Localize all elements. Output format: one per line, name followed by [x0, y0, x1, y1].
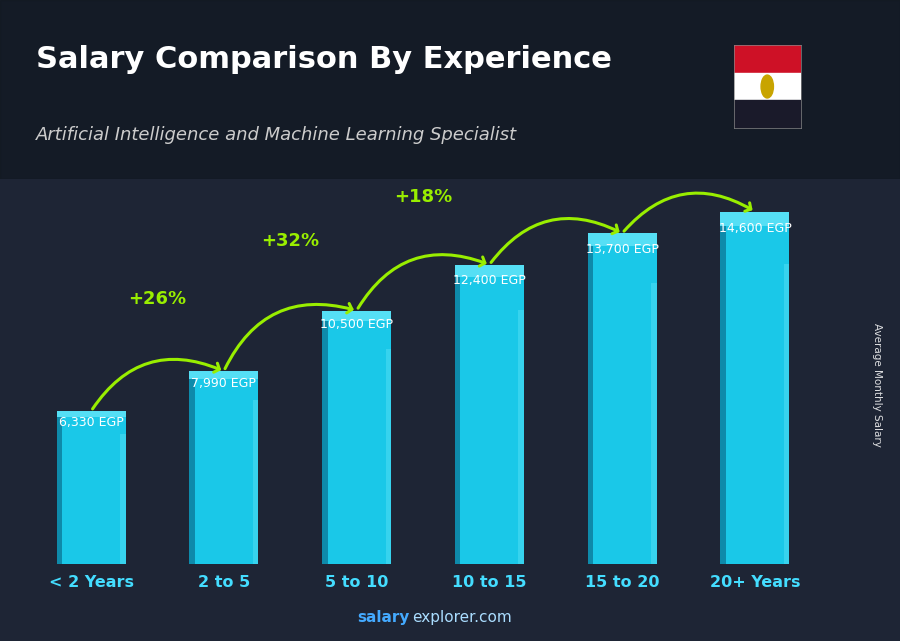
- Bar: [652, 283, 657, 564]
- Text: +11%: +11%: [526, 160, 585, 178]
- Text: 14,600 EGP: 14,600 EGP: [718, 222, 791, 235]
- Bar: [588, 233, 657, 564]
- Text: 10,500 EGP: 10,500 EGP: [320, 318, 393, 331]
- Bar: [784, 264, 789, 564]
- Bar: [734, 45, 801, 72]
- Bar: [189, 371, 194, 564]
- Bar: [57, 412, 62, 564]
- Bar: [588, 233, 657, 247]
- Bar: [253, 400, 258, 564]
- Bar: [322, 310, 392, 320]
- Bar: [518, 310, 524, 564]
- Bar: [322, 310, 392, 564]
- Bar: [720, 212, 726, 564]
- Bar: [720, 212, 789, 564]
- Bar: [189, 371, 258, 379]
- Bar: [734, 101, 801, 128]
- Text: salary: salary: [357, 610, 410, 625]
- Text: +6%: +6%: [666, 140, 711, 158]
- Bar: [734, 72, 801, 101]
- Text: Average Monthly Salary: Average Monthly Salary: [872, 322, 883, 447]
- Text: 7,990 EGP: 7,990 EGP: [192, 377, 256, 390]
- Text: explorer.com: explorer.com: [412, 610, 512, 625]
- Bar: [120, 434, 126, 564]
- Bar: [189, 371, 258, 564]
- Text: +26%: +26%: [129, 290, 186, 308]
- Bar: [588, 233, 593, 564]
- Bar: [385, 349, 392, 564]
- Bar: [454, 265, 461, 564]
- Text: Artificial Intelligence and Machine Learning Specialist: Artificial Intelligence and Machine Lear…: [36, 126, 518, 144]
- Text: Salary Comparison By Experience: Salary Comparison By Experience: [36, 45, 612, 74]
- Text: +32%: +32%: [261, 231, 320, 249]
- Bar: [57, 412, 126, 564]
- Text: +18%: +18%: [394, 188, 452, 206]
- Text: 12,400 EGP: 12,400 EGP: [453, 274, 526, 287]
- Bar: [454, 265, 524, 277]
- Bar: [57, 412, 126, 417]
- Bar: [322, 310, 328, 564]
- Bar: [454, 265, 524, 564]
- Ellipse shape: [761, 75, 773, 98]
- Bar: [720, 212, 789, 226]
- Text: 6,330 EGP: 6,330 EGP: [58, 416, 123, 429]
- Text: 13,700 EGP: 13,700 EGP: [586, 243, 659, 256]
